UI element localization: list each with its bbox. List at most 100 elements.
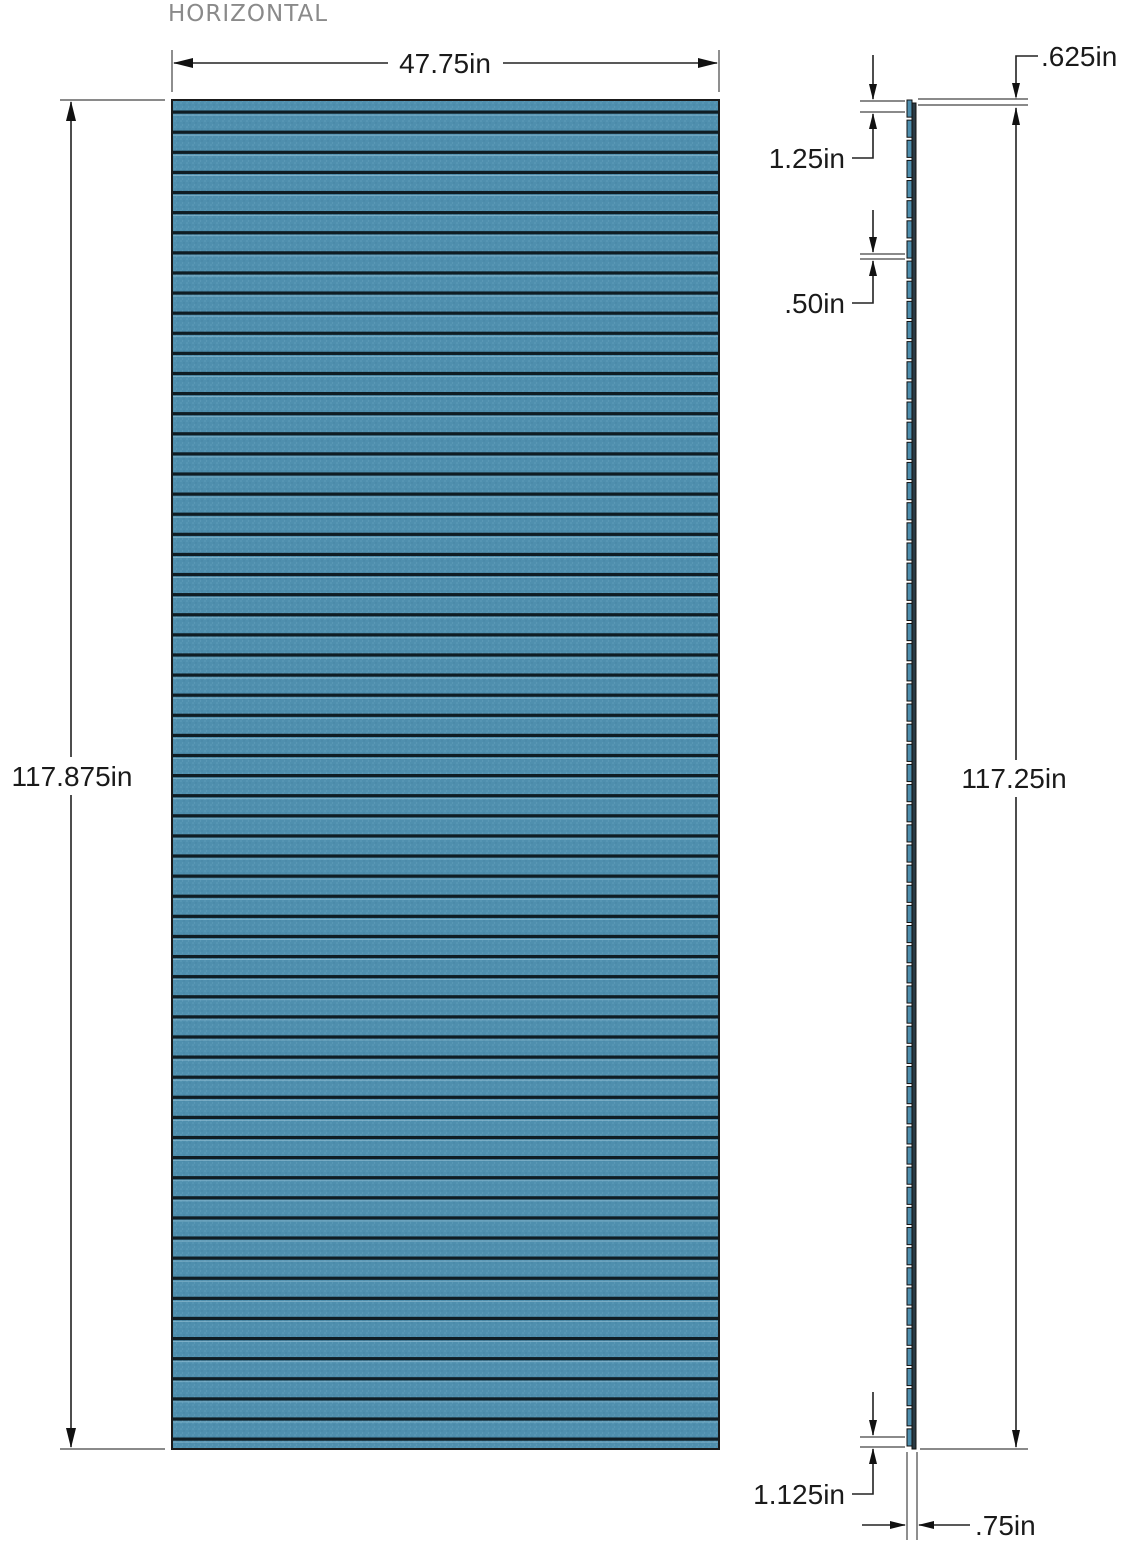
profile-slat <box>906 784 913 803</box>
profile-slat <box>906 1367 913 1387</box>
profile-height-label: 117.25in <box>961 763 1066 794</box>
profile-slat <box>906 1005 913 1024</box>
panel-groove <box>173 432 718 436</box>
profile-slat <box>906 844 913 863</box>
profile-slat <box>906 341 913 360</box>
gap-label: .50in <box>784 288 845 319</box>
panel-groove <box>173 170 718 175</box>
panel-groove <box>173 733 718 737</box>
profile-slat <box>906 683 913 702</box>
profile-slat <box>906 381 913 400</box>
top-offset-arrow <box>1012 83 1020 99</box>
profile-slat <box>906 864 913 883</box>
panel-groove <box>173 613 718 617</box>
profile-slat <box>906 220 913 239</box>
panel-groove <box>173 211 718 215</box>
profile-slat <box>906 1086 913 1105</box>
top-offset-leader <box>1015 55 1038 97</box>
profile-slat <box>906 401 913 420</box>
panel-groove <box>173 371 718 376</box>
view-title: HORIZONTAL <box>168 1 328 27</box>
profile-slat <box>906 159 913 179</box>
panel-groove <box>173 934 718 939</box>
profile-slat <box>906 139 913 158</box>
profile-slat <box>906 1045 913 1064</box>
panel-groove <box>173 954 718 959</box>
profile-slat <box>906 240 913 259</box>
profile-slat <box>906 1146 913 1165</box>
panel-groove <box>173 673 718 677</box>
bottom-slat-arrow-top <box>869 1420 877 1436</box>
height-dimension: 117.875in <box>12 99 165 1450</box>
gap-arrow-top <box>869 237 877 253</box>
panel-groove <box>173 593 718 597</box>
front-panel <box>171 99 720 1450</box>
panel-groove <box>173 552 718 557</box>
panel-groove <box>173 110 718 114</box>
panel-groove <box>173 1296 718 1300</box>
panel-groove <box>173 231 718 235</box>
profile-slat <box>906 1065 913 1085</box>
first-slat-arrow-top <box>869 84 877 100</box>
profile-slat <box>906 643 913 662</box>
profile-slat <box>906 1247 913 1266</box>
width-dimension: 47.75in <box>171 48 720 92</box>
panel-groove <box>173 1176 718 1180</box>
panel-groove <box>173 1377 718 1381</box>
profile-slat <box>906 441 913 460</box>
panel-groove <box>173 1417 718 1421</box>
profile-slat <box>906 703 913 722</box>
top-offset-label: .625in <box>1041 41 1117 72</box>
profile-slat <box>906 1347 913 1366</box>
bottom-slat-leader <box>852 1449 874 1495</box>
profile-slat <box>906 542 913 561</box>
panel-groove <box>173 1196 718 1200</box>
panel-groove <box>173 1156 718 1160</box>
profile-slat <box>906 260 913 279</box>
panel-groove <box>173 693 718 697</box>
panel-groove <box>173 653 718 657</box>
profile-slat <box>906 804 913 823</box>
panel-groove <box>173 532 718 536</box>
panel-groove <box>173 995 718 999</box>
panel-groove <box>173 271 718 275</box>
profile-slat <box>906 200 913 219</box>
panel-groove <box>173 713 718 717</box>
height-arrow-bottom <box>66 1428 76 1448</box>
gap-arrow-bottom <box>869 260 877 276</box>
profile-slat <box>906 300 913 319</box>
profile-slat <box>906 180 913 199</box>
profile-slat <box>906 99 913 118</box>
profile-slat <box>906 1206 913 1226</box>
side-profile <box>906 99 917 1450</box>
panel-groove <box>173 331 718 335</box>
profile-slat <box>906 1126 913 1145</box>
profile-slat <box>906 562 913 581</box>
first-slat-label: 1.25in <box>769 143 845 174</box>
thickness-dimension: .75in <box>862 1452 1036 1541</box>
profile-slat <box>906 723 913 742</box>
panel-groove <box>173 975 718 979</box>
profile-slats <box>906 99 913 1447</box>
panel-groove <box>173 572 718 577</box>
panel-groove <box>173 472 718 476</box>
panel-groove <box>173 1276 718 1280</box>
panel-groove <box>173 794 718 798</box>
panel-grooves <box>173 110 718 1443</box>
panel-groove <box>173 1055 718 1059</box>
profile-slat <box>906 945 913 964</box>
gap-leader <box>852 261 874 304</box>
profile-slat <box>906 280 913 299</box>
profile-slat <box>906 1428 913 1447</box>
panel-groove <box>173 452 718 456</box>
first-slat-dimension: 1.25in <box>769 55 905 174</box>
panel-groove <box>173 633 718 637</box>
bottom-slat-label: 1.125in <box>753 1479 845 1510</box>
thickness-label: .75in <box>975 1510 1036 1541</box>
panel-groove <box>173 130 718 134</box>
panel-groove <box>173 1336 718 1341</box>
profile-slat <box>906 461 913 481</box>
profile-slat <box>906 925 913 944</box>
profile-slat <box>906 824 913 843</box>
profile-slat <box>906 482 913 501</box>
